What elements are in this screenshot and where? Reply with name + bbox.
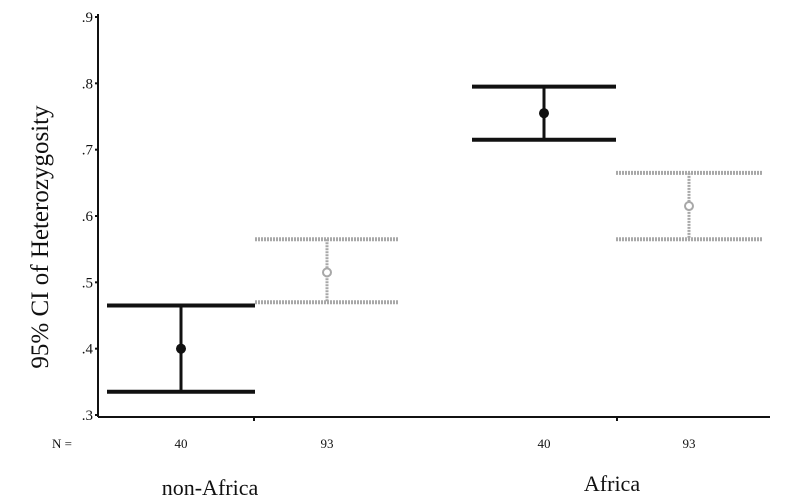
group-label: non-Africa xyxy=(162,475,259,500)
error-bar xyxy=(472,84,616,142)
n-values: 40 93 40 93 xyxy=(175,436,696,451)
y-tick-label: .4 xyxy=(82,342,94,358)
error-bar xyxy=(255,237,399,305)
n-label: N = xyxy=(52,436,72,451)
y-ticks: .3 .4 .5 .6 .7 .8 .9 xyxy=(82,10,618,424)
group-labels: non-Africa Africa xyxy=(162,471,641,500)
mean-point xyxy=(176,343,186,354)
n-value: 40 xyxy=(538,436,551,451)
y-tick-label: .3 xyxy=(82,408,93,424)
error-bar xyxy=(107,303,255,394)
error-bars xyxy=(107,84,762,394)
error-bar xyxy=(616,170,762,242)
y-tick-label: .9 xyxy=(82,10,93,26)
y-axis-label: 95% CI of Heterozygosity xyxy=(27,105,54,369)
n-value: 40 xyxy=(175,436,188,451)
mean-point xyxy=(322,267,332,278)
mean-point xyxy=(684,201,694,212)
n-value: 93 xyxy=(683,436,696,451)
n-value: 93 xyxy=(321,436,334,451)
group-label: Africa xyxy=(584,471,640,496)
mean-point xyxy=(539,108,549,119)
y-tick-label: .5 xyxy=(82,275,93,291)
y-tick-label: .6 xyxy=(82,209,94,225)
y-tick-label: .8 xyxy=(82,76,93,92)
y-tick-label: .7 xyxy=(82,143,94,159)
